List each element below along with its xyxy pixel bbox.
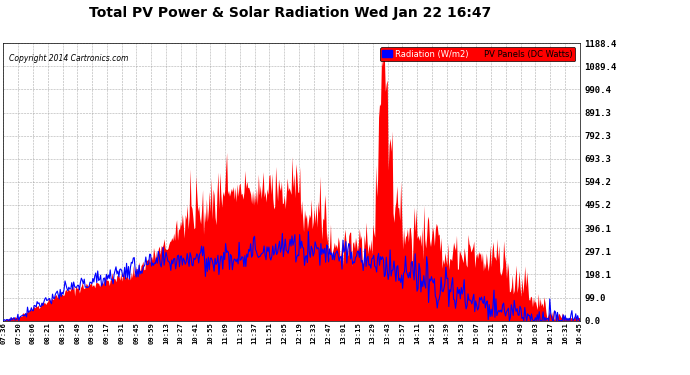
Text: Copyright 2014 Cartronics.com: Copyright 2014 Cartronics.com xyxy=(9,54,128,63)
Text: Total PV Power & Solar Radiation Wed Jan 22 16:47: Total PV Power & Solar Radiation Wed Jan… xyxy=(89,6,491,20)
Legend: Radiation (W/m2), PV Panels (DC Watts): Radiation (W/m2), PV Panels (DC Watts) xyxy=(380,47,575,61)
